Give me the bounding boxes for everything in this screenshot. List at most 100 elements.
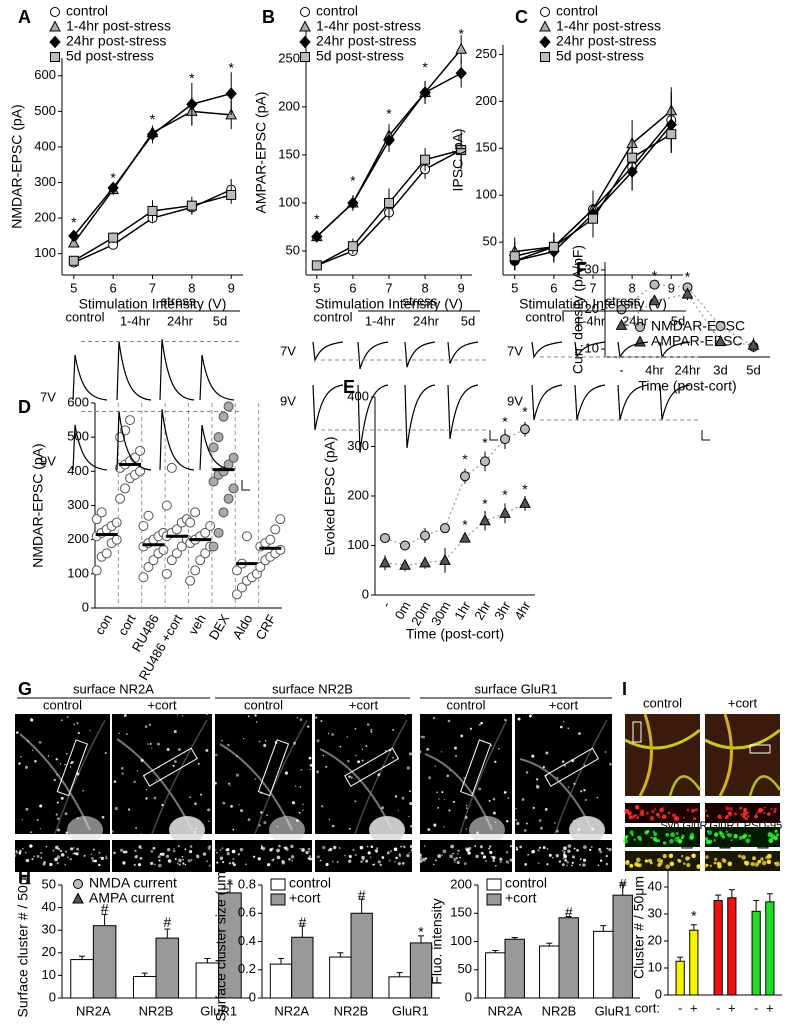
bar (269, 963, 293, 999)
puncta (120, 848, 124, 852)
puncta (56, 855, 61, 859)
puncta (124, 714, 127, 717)
legend-swatch (270, 878, 286, 891)
puncta (76, 847, 80, 851)
puncta (322, 845, 326, 850)
point (223, 401, 234, 412)
puncta (316, 770, 320, 774)
puncta (90, 853, 93, 856)
puncta (381, 806, 385, 810)
puncta (302, 809, 304, 811)
y-tick-label: 0 (82, 599, 89, 614)
puncta (636, 857, 641, 863)
puncta (408, 790, 412, 793)
point (120, 483, 131, 494)
puncta (499, 857, 503, 861)
puncta (573, 782, 576, 785)
puncta (66, 752, 68, 755)
puncta (515, 846, 518, 849)
point (241, 531, 252, 542)
puncta (406, 853, 410, 858)
puncta (658, 861, 663, 866)
puncta (532, 806, 535, 809)
annotation: * (418, 924, 424, 940)
puncta (488, 847, 491, 850)
micrograph (625, 714, 700, 796)
bar (291, 936, 314, 999)
puncta (658, 816, 661, 819)
x-tick-label: GluR1 (392, 1003, 429, 1018)
x-tick-label: 6 (349, 280, 356, 295)
puncta (256, 721, 258, 723)
puncta (579, 858, 582, 861)
puncta (105, 855, 107, 858)
y-tick-label: 100 (475, 187, 497, 202)
puncta (29, 844, 33, 848)
annotation: * (652, 267, 658, 283)
puncta (774, 807, 777, 811)
puncta (725, 830, 728, 833)
puncta (582, 863, 586, 867)
bar-label: - (754, 1000, 758, 1015)
puncta (503, 791, 507, 794)
trace (357, 341, 389, 370)
puncta (556, 777, 559, 779)
puncta (60, 853, 65, 857)
soma (369, 816, 405, 844)
puncta (346, 736, 348, 738)
marker (588, 213, 598, 224)
point (171, 548, 182, 559)
puncta (733, 834, 738, 839)
roi-box (459, 739, 492, 797)
puncta (24, 765, 29, 769)
strip (215, 840, 312, 872)
puncta (754, 814, 757, 817)
puncta (692, 817, 697, 821)
puncta (490, 744, 493, 747)
trace (531, 341, 563, 359)
puncta (92, 848, 95, 851)
legend-label: AMPAR-EPSC (651, 333, 743, 349)
puncta (660, 859, 663, 863)
puncta (537, 849, 540, 852)
puncta (604, 751, 607, 754)
trace (116, 341, 152, 401)
puncta (377, 860, 381, 864)
image-group-title: surface GluR1 (474, 681, 557, 696)
puncta (551, 856, 554, 859)
puncta (542, 846, 546, 850)
puncta (237, 853, 240, 856)
puncta (662, 854, 667, 859)
trace-condition: 5d (213, 313, 227, 328)
y-tick-label: 200 (450, 876, 472, 891)
puncta (370, 845, 374, 849)
puncta (675, 832, 679, 835)
puncta (536, 784, 538, 787)
puncta (118, 732, 120, 735)
puncta (633, 838, 636, 841)
puncta (354, 853, 357, 857)
puncta (668, 853, 674, 859)
puncta (258, 740, 261, 743)
puncta (742, 810, 748, 816)
point (208, 476, 219, 487)
puncta (566, 860, 569, 864)
trace (159, 339, 195, 401)
annotation: # (163, 914, 171, 930)
puncta (157, 742, 160, 746)
y-axis-label: Cluster # / 50μm (631, 876, 647, 979)
puncta (713, 839, 717, 842)
trace-condition: 1-4hr (120, 313, 151, 328)
puncta (583, 845, 587, 850)
puncta (509, 858, 513, 862)
x-tick-label: 8 (629, 280, 636, 295)
puncta (404, 713, 407, 716)
puncta (397, 810, 400, 812)
annotation: # (101, 901, 109, 917)
marker (311, 230, 323, 243)
puncta (329, 847, 333, 852)
dendrite (54, 719, 106, 835)
puncta (53, 778, 57, 782)
puncta (489, 851, 491, 853)
puncta (111, 830, 114, 833)
